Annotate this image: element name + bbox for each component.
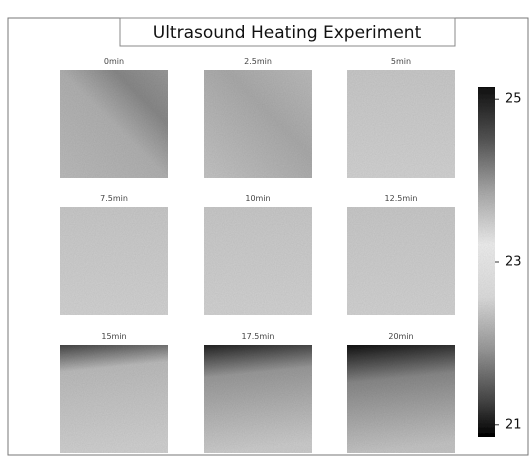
colorbar-tick-label: 23 <box>505 255 522 270</box>
panel-image <box>347 345 455 453</box>
panel-image <box>204 345 312 453</box>
panel-label: 17.5min <box>242 332 275 341</box>
title: Ultrasound Heating Experiment <box>153 23 422 43</box>
panel-image <box>204 207 312 315</box>
colorbar-tick-label: 21 <box>505 417 522 432</box>
panel-label: 10min <box>245 194 270 203</box>
panel-label: 0min <box>104 57 124 66</box>
panel-label: 20min <box>388 332 413 341</box>
colorbar-tick-label: 25 <box>505 92 522 107</box>
title-box <box>119 17 456 47</box>
panel-image <box>204 70 312 178</box>
colorbar <box>478 87 495 437</box>
panel-image <box>347 70 455 178</box>
panel-image <box>60 345 168 453</box>
panel-label: 5min <box>391 57 411 66</box>
panel-label: 12.5min <box>385 194 418 203</box>
panel-label: 7.5min <box>100 194 128 203</box>
panel-image <box>60 207 168 315</box>
panels <box>60 70 455 453</box>
panel-label: 15min <box>101 332 126 341</box>
panel-image <box>347 207 455 315</box>
panel-label: 2.5min <box>244 57 272 66</box>
panel-image <box>60 70 168 178</box>
